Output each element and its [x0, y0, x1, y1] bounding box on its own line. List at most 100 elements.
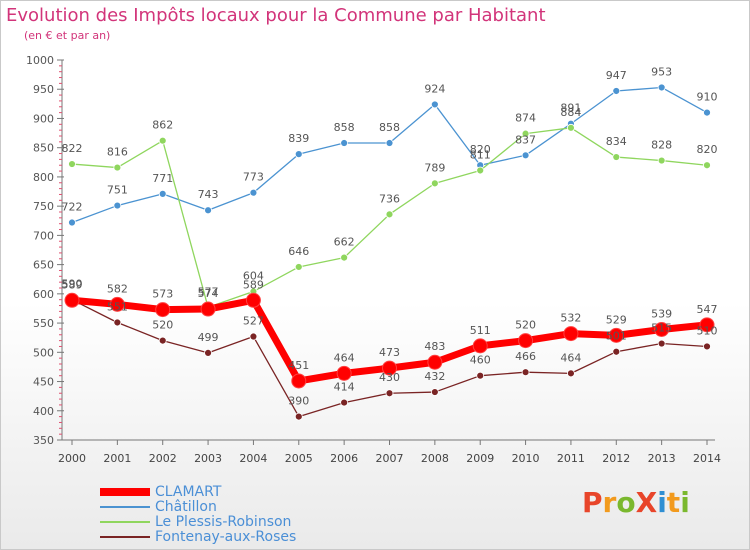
- data-point: [521, 129, 530, 138]
- legend-label: Fontenay-aux-Roses: [155, 529, 297, 545]
- x-tick-label: 2004: [239, 452, 267, 465]
- data-label: 414: [334, 381, 355, 394]
- data-point: [521, 151, 530, 160]
- data-label: 432: [424, 370, 445, 383]
- x-tick-label: 2005: [285, 452, 313, 465]
- y-tick-label: 1000: [26, 54, 54, 67]
- data-point: [385, 389, 394, 398]
- data-label: 466: [515, 350, 536, 363]
- data-point: [158, 189, 167, 198]
- data-point: [68, 160, 76, 168]
- legend-swatch: [100, 488, 150, 496]
- data-point: [291, 373, 307, 389]
- y-tick-label: 550: [33, 317, 54, 330]
- data-point: [476, 371, 485, 380]
- legend-item: CLAMART: [100, 484, 360, 500]
- logo-letter: P: [582, 486, 603, 519]
- data-label: 590: [62, 278, 83, 291]
- data-point: [249, 332, 258, 341]
- data-point: [612, 87, 621, 95]
- data-label: 551: [107, 300, 128, 313]
- data-label: 539: [651, 308, 672, 321]
- y-tick-label: 450: [33, 376, 54, 389]
- data-point: [608, 327, 624, 343]
- data-label: 589: [62, 278, 83, 291]
- data-label: 891: [560, 102, 581, 115]
- data-point: [336, 365, 352, 381]
- proxiti-logo: ProXiti: [582, 486, 690, 519]
- x-tick-label: 2013: [648, 452, 676, 465]
- data-label: 515: [651, 322, 672, 335]
- y-tick-label: 700: [33, 229, 54, 242]
- data-label: 874: [515, 112, 536, 125]
- data-label: 816: [107, 146, 128, 159]
- data-label: 529: [606, 313, 627, 326]
- x-tick-label: 2010: [512, 452, 540, 465]
- data-point: [699, 317, 715, 333]
- data-point: [113, 318, 122, 327]
- data-label: 577: [198, 285, 219, 298]
- x-tick-label: 2009: [466, 452, 494, 465]
- data-label: 390: [288, 395, 309, 408]
- data-point: [158, 336, 167, 345]
- legend-label: Châtillon: [155, 499, 217, 515]
- data-label: 646: [288, 245, 309, 258]
- x-tick-label: 2001: [103, 452, 131, 465]
- data-point: [427, 354, 443, 370]
- data-label: 451: [288, 359, 309, 372]
- data-label: 582: [107, 282, 128, 295]
- y-tick-label: 900: [33, 112, 54, 125]
- legend-item: Fontenay-aux-Roses: [100, 529, 360, 545]
- data-point: [657, 339, 666, 348]
- data-point: [657, 156, 666, 165]
- data-label: 820: [697, 143, 718, 156]
- y-tick-label: 750: [33, 200, 54, 213]
- legend-swatch: [100, 506, 150, 508]
- legend-item: Le Plessis-Robinson: [100, 514, 360, 530]
- data-label: 532: [560, 312, 581, 325]
- data-label: 501: [606, 330, 627, 343]
- data-point: [476, 166, 485, 175]
- data-label: 464: [560, 351, 581, 364]
- y-tick-label: 950: [33, 83, 54, 96]
- data-point: [567, 123, 575, 132]
- y-tick-label: 500: [33, 346, 54, 359]
- x-tick-label: 2007: [376, 452, 404, 465]
- x-tick-label: 2012: [602, 452, 630, 465]
- data-label: 511: [470, 324, 491, 337]
- data-point: [68, 218, 76, 227]
- x-tick-label: 2011: [557, 452, 585, 465]
- data-point: [703, 161, 711, 170]
- data-label: 828: [651, 139, 672, 152]
- data-point: [612, 347, 621, 356]
- data-label: 743: [198, 188, 219, 201]
- logo-letter: t: [666, 486, 681, 519]
- data-label: 499: [198, 331, 219, 344]
- data-label: 604: [243, 270, 264, 283]
- data-label: 573: [152, 288, 173, 301]
- y-tick-label: 400: [33, 405, 54, 418]
- data-label: 858: [379, 121, 400, 134]
- data-point: [657, 83, 666, 92]
- data-label: 947: [606, 69, 627, 82]
- x-tick-label: 2006: [330, 452, 358, 465]
- data-label: 839: [288, 132, 309, 145]
- data-label: 520: [152, 319, 173, 332]
- x-tick-label: 2000: [58, 452, 86, 465]
- data-point: [294, 412, 303, 421]
- data-point: [294, 263, 303, 271]
- logo-letter: o: [616, 486, 636, 519]
- data-point: [294, 150, 303, 159]
- data-point: [430, 100, 439, 109]
- data-point: [654, 322, 670, 338]
- data-point: [563, 326, 579, 342]
- data-label: 822: [62, 142, 83, 155]
- legend-swatch: [100, 536, 150, 538]
- data-point: [204, 348, 212, 357]
- data-label: 722: [62, 201, 83, 214]
- data-point: [521, 368, 530, 377]
- legend-label: CLAMART: [155, 484, 222, 500]
- data-point: [340, 253, 349, 262]
- data-point: [340, 398, 349, 407]
